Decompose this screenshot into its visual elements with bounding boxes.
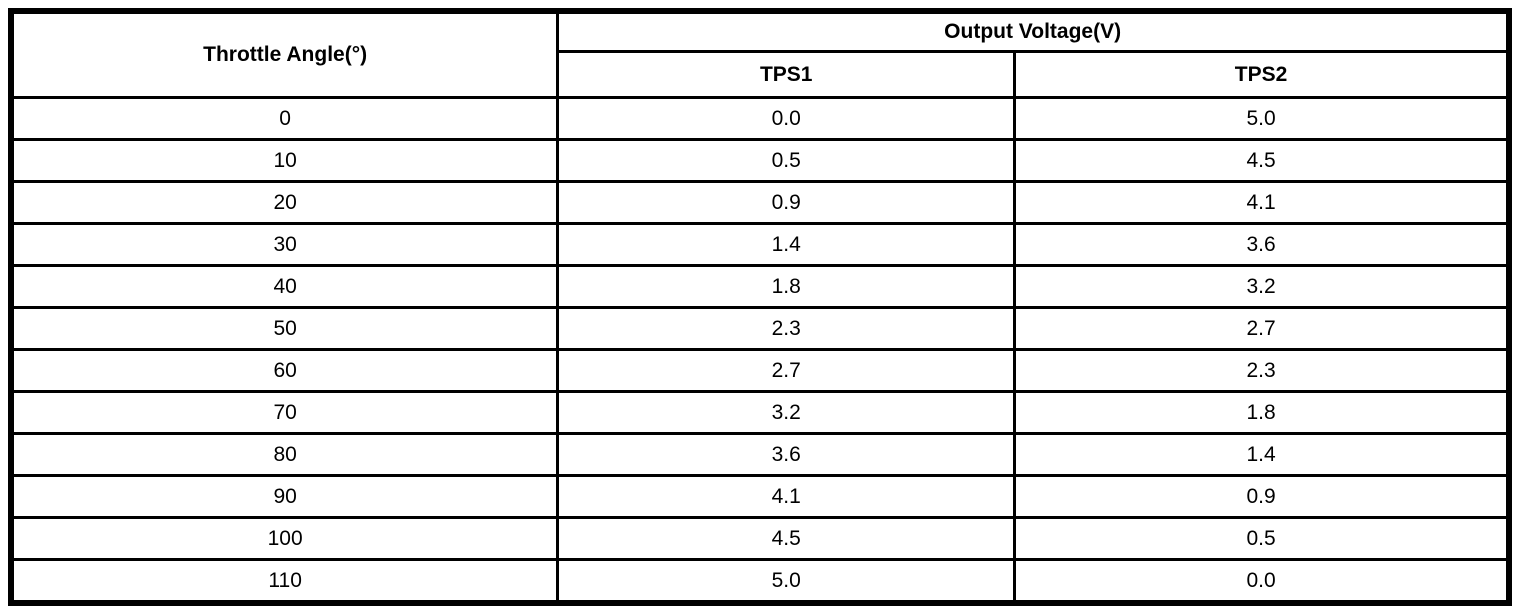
throttle-angle-cell: 20 — [9, 180, 560, 225]
tps1-value-cell: 5.0 — [556, 558, 1017, 605]
tps1-value-cell: 0.0 — [556, 96, 1017, 141]
throttle-angle-cell: 40 — [9, 264, 560, 309]
throttle-angle-cell: 70 — [9, 390, 560, 435]
tps1-value-cell: 1.8 — [556, 264, 1017, 309]
tps1-value-cell: 3.6 — [556, 432, 1017, 477]
throttle-angle-cell: 50 — [9, 306, 560, 351]
tps2-value-cell: 0.0 — [1013, 558, 1511, 605]
throttle-angle-cell: 60 — [9, 348, 560, 393]
throttle-angle-cell: 90 — [9, 474, 560, 519]
tps2-value-cell: 2.3 — [1013, 348, 1511, 393]
throttle-position-sensor-table: Throttle Angle(°) Output Voltage(V) TPS1… — [8, 8, 1512, 606]
throttle-angle-cell: 80 — [9, 432, 560, 477]
table-row: 20 0.9 4.1 — [9, 180, 1511, 225]
throttle-angle-cell: 30 — [9, 222, 560, 267]
tps1-value-cell: 1.4 — [556, 222, 1017, 267]
throttle-angle-header: Throttle Angle(°) — [9, 9, 560, 99]
table-header: Throttle Angle(°) Output Voltage(V) TPS1… — [9, 9, 1511, 99]
throttle-angle-cell: 100 — [9, 516, 560, 561]
tps1-value-cell: 0.5 — [556, 138, 1017, 183]
group-header-row: Throttle Angle(°) Output Voltage(V) — [9, 9, 1511, 99]
tps1-value-cell: 4.5 — [556, 516, 1017, 561]
tps2-value-cell: 1.4 — [1013, 432, 1511, 477]
tps2-value-cell: 4.1 — [1013, 180, 1511, 225]
table-row: 100 4.5 0.5 — [9, 516, 1511, 561]
throttle-angle-cell: 10 — [9, 138, 560, 183]
table-row: 110 5.0 0.0 — [9, 558, 1511, 605]
table-row: 70 3.2 1.8 — [9, 390, 1511, 435]
tps2-value-cell: 0.5 — [1013, 516, 1511, 561]
table-row: 90 4.1 0.9 — [9, 474, 1511, 519]
table-row: 0 0.0 5.0 — [9, 96, 1511, 141]
tps1-value-cell: 4.1 — [556, 474, 1017, 519]
tps2-value-cell: 4.5 — [1013, 138, 1511, 183]
tps1-value-cell: 3.2 — [556, 390, 1017, 435]
table-body: 0 0.0 5.0 10 0.5 4.5 20 0.9 4.1 30 1.4 3.6 40 1.8 3.2 5… — [9, 96, 1511, 605]
tps2-value-cell: 3.6 — [1013, 222, 1511, 267]
table-row: 60 2.7 2.3 — [9, 348, 1511, 393]
tps1-value-cell: 2.3 — [556, 306, 1017, 351]
tps1-column-header: TPS1 — [556, 50, 1017, 99]
table-row: 10 0.5 4.5 — [9, 138, 1511, 183]
throttle-angle-cell: 110 — [9, 558, 560, 605]
table-row: 30 1.4 3.6 — [9, 222, 1511, 267]
throttle-angle-cell: 0 — [9, 96, 560, 141]
tps2-column-header: TPS2 — [1013, 50, 1511, 99]
table-row: 40 1.8 3.2 — [9, 264, 1511, 309]
output-voltage-group-header: Output Voltage(V) — [556, 9, 1511, 53]
table-row: 80 3.6 1.4 — [9, 432, 1511, 477]
table-row: 50 2.3 2.7 — [9, 306, 1511, 351]
sub-header-row: TPS1 TPS2 — [11, 50, 1511, 99]
tps2-value-cell: 2.7 — [1013, 306, 1511, 351]
tps1-value-cell: 2.7 — [556, 348, 1017, 393]
tps2-value-cell: 1.8 — [1013, 390, 1511, 435]
tps2-value-cell: 0.9 — [1013, 474, 1511, 519]
tps1-value-cell: 0.9 — [556, 180, 1017, 225]
tps2-value-cell: 5.0 — [1013, 96, 1511, 141]
tps2-value-cell: 3.2 — [1013, 264, 1511, 309]
